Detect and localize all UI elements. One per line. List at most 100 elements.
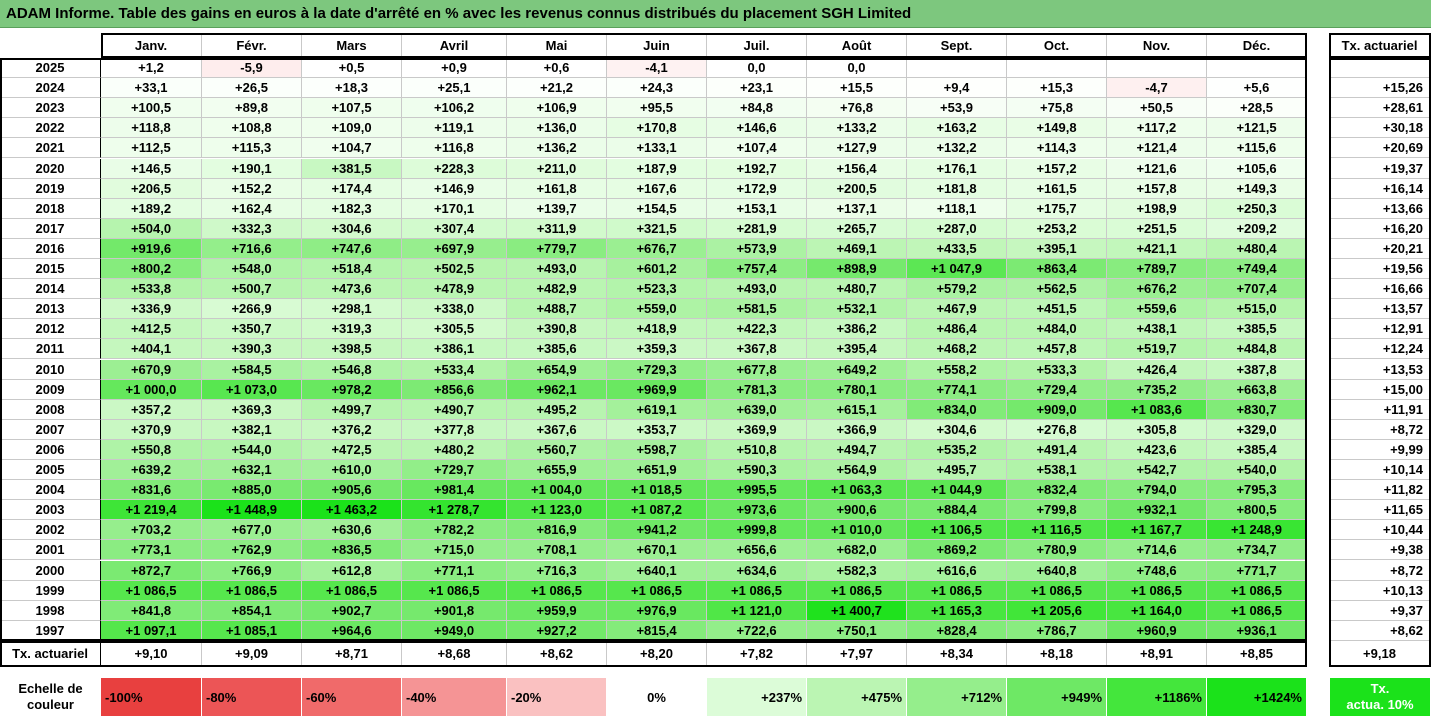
color-scale-rate-swatch: Tx. actua. 10% [1330, 678, 1430, 716]
heatmap-cell: +336,9 [101, 299, 202, 320]
heatmap-cell: +1 083,6 [1107, 399, 1207, 420]
heatmap-cell: +707,4 [1207, 279, 1307, 300]
row-rate-value: +8,62 [1330, 620, 1430, 641]
heatmap-cell: +132,2 [907, 138, 1007, 159]
heatmap-cell: +1 248,9 [1207, 520, 1307, 541]
heatmap-cell: +480,2 [402, 439, 507, 460]
heatmap-cell: +981,4 [402, 480, 507, 501]
heatmap-cell: +773,1 [101, 540, 202, 561]
title-bar: ADAM Informe. Table des gains en euros à… [0, 0, 1431, 28]
heatmap-cell: +869,2 [907, 540, 1007, 561]
heatmap-cell: +369,3 [202, 399, 302, 420]
row-rate-value: +16,66 [1330, 279, 1430, 300]
heatmap-cell: +118,1 [907, 198, 1007, 219]
heatmap-cell: +109,0 [302, 118, 402, 139]
heatmap-cell: +89,8 [202, 98, 302, 119]
color-scale-stop: 0% [607, 678, 707, 716]
heatmap-cell: +21,2 [507, 78, 607, 99]
heatmap-cell: +495,2 [507, 399, 607, 420]
heatmap-cell: +319,3 [302, 319, 402, 340]
heatmap-cell: +1 116,5 [1007, 520, 1107, 541]
row-rate-value: +12,24 [1330, 339, 1430, 360]
column-header-month: Mai [507, 33, 607, 58]
heatmap-cell: +149,8 [1007, 118, 1107, 139]
heatmap-cell: +491,4 [1007, 439, 1107, 460]
heatmap-cell: +112,5 [101, 138, 202, 159]
row-year-label: 1997 [0, 620, 101, 641]
row-year-label: 2016 [0, 238, 101, 259]
heatmap-cell: +616,6 [907, 560, 1007, 581]
heatmap-cell: -4,1 [607, 58, 707, 79]
heatmap-cell: +762,9 [202, 540, 302, 561]
heatmap-cell: +467,9 [907, 299, 1007, 320]
heatmap-cell: +1 000,0 [101, 379, 202, 400]
heatmap-cell: +121,6 [1107, 158, 1207, 179]
heatmap-cell: +75,8 [1007, 98, 1107, 119]
heatmap-cell: +228,3 [402, 158, 507, 179]
heatmap-cell: +898,9 [807, 259, 907, 280]
heatmap-cell: +502,5 [402, 259, 507, 280]
row-year-label: 2001 [0, 540, 101, 561]
heatmap-cell: +472,5 [302, 439, 402, 460]
footer-month-rate: +9,09 [202, 640, 302, 667]
heatmap-cell: +33,1 [101, 78, 202, 99]
heatmap-cell: +579,2 [907, 279, 1007, 300]
heatmap-cell: +964,6 [302, 620, 402, 641]
heatmap-cell: +999,8 [707, 520, 807, 541]
row-rate-value: +16,20 [1330, 218, 1430, 239]
heatmap-cell: +266,9 [202, 299, 302, 320]
heatmap-cell: +181,8 [907, 178, 1007, 199]
row-rate-value: +10,14 [1330, 460, 1430, 481]
heatmap-cell: +265,7 [807, 218, 907, 239]
heatmap-cell: +321,5 [607, 218, 707, 239]
footer-month-rate: +8,71 [302, 640, 402, 667]
heatmap-cell: +426,4 [1107, 359, 1207, 380]
row-rate-value: +20,21 [1330, 238, 1430, 259]
heatmap-cell: +780,9 [1007, 540, 1107, 561]
heatmap-cell: +615,1 [807, 399, 907, 420]
heatmap-cell: +387,8 [1207, 359, 1307, 380]
heatmap-cell: +192,7 [707, 158, 807, 179]
heatmap-cell: +118,8 [101, 118, 202, 139]
heatmap-cell: +610,0 [302, 460, 402, 481]
heatmap-cell: +1 086,5 [707, 580, 807, 601]
heatmap-cell: +15,3 [1007, 78, 1107, 99]
heatmap-cell: +1 047,9 [907, 259, 1007, 280]
heatmap-cell: +677,8 [707, 359, 807, 380]
heatmap-cell: +136,0 [507, 118, 607, 139]
footer-overall-rate: +9,18 [1330, 640, 1430, 667]
heatmap-cell: +353,7 [607, 419, 707, 440]
heatmap-cell: +369,9 [707, 419, 807, 440]
heatmap-cell: +108,8 [202, 118, 302, 139]
heatmap-cell: +116,8 [402, 138, 507, 159]
column-header-month: Déc. [1207, 33, 1307, 58]
heatmap-cell: +1 087,2 [607, 500, 707, 521]
color-scale-stop: -60% [302, 678, 402, 716]
heatmap-cell: +670,1 [607, 540, 707, 561]
heatmap-cell: +1 004,0 [507, 480, 607, 501]
heatmap-cell: +76,8 [807, 98, 907, 119]
heatmap-cell: +1 165,3 [907, 600, 1007, 621]
heatmap-cell: +493,0 [507, 259, 607, 280]
heatmap-cell: +729,4 [1007, 379, 1107, 400]
heatmap-cell: +682,0 [807, 540, 907, 561]
row-year-label: 2010 [0, 359, 101, 380]
heatmap-cell: +175,7 [1007, 198, 1107, 219]
heatmap-cell: +305,5 [402, 319, 507, 340]
heatmap-cell: +359,3 [607, 339, 707, 360]
heatmap-cell: 0,0 [807, 58, 907, 79]
heatmap-cell: +649,2 [807, 359, 907, 380]
heatmap-cell: +828,4 [907, 620, 1007, 641]
heatmap-cell: +1 086,5 [907, 580, 1007, 601]
heatmap-cell: +510,8 [707, 439, 807, 460]
heatmap-cell: +780,1 [807, 379, 907, 400]
heatmap-cell: +519,7 [1107, 339, 1207, 360]
heatmap-cell: +488,7 [507, 299, 607, 320]
color-scale-rate-line1: Tx. [1370, 681, 1390, 696]
footer-month-rate: +8,20 [607, 640, 707, 667]
row-year-label: 2017 [0, 218, 101, 239]
color-scale-stop: -20% [507, 678, 607, 716]
heatmap-cell: +766,9 [202, 560, 302, 581]
row-year-label: 2007 [0, 419, 101, 440]
heatmap-cell: +370,9 [101, 419, 202, 440]
